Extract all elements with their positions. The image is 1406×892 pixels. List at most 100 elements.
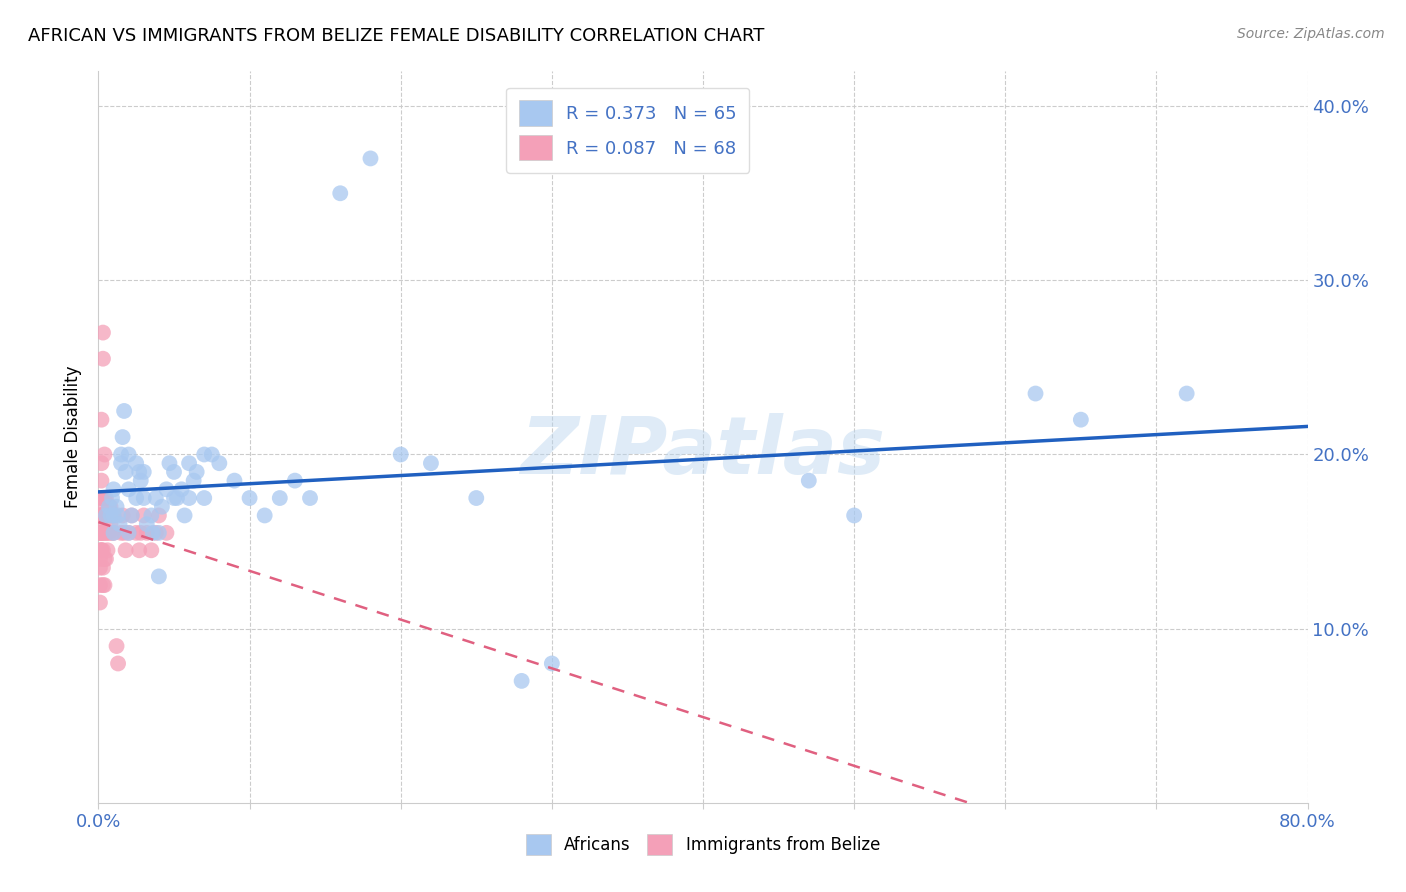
Point [96,508,118,523]
Text: Source: ZipAtlas.com: Source: ZipAtlas.com [1237,27,1385,41]
Point [93,578,115,592]
Point [98,500,121,514]
Point [118,448,141,462]
Point [90,474,112,488]
Point [110,525,132,540]
Point [90,543,112,558]
Point [91,560,114,574]
Point [94,508,117,523]
Point [101,508,124,523]
Point [91,508,114,523]
Point [155,525,177,540]
Point [135,517,157,532]
Point [224,474,246,488]
Point [118,525,141,540]
Point [135,525,157,540]
Point [91,326,114,340]
Point [89,560,111,574]
Point [91,525,114,540]
Point [103,525,125,540]
Point [155,483,177,497]
Legend: Africans, Immigrants from Belize: Africans, Immigrants from Belize [519,828,887,862]
Point [118,525,141,540]
Point [89,543,111,558]
Point [111,508,134,523]
Point [145,525,167,540]
Point [91,578,114,592]
Point [105,500,128,514]
Point [89,595,111,609]
Point [103,508,125,523]
Point [89,500,111,514]
Point [96,525,118,540]
Point [107,657,129,671]
Point [329,186,352,201]
Point [163,491,186,505]
Point [93,491,115,505]
Point [103,525,125,540]
Point [141,543,163,558]
Point [179,491,201,505]
Point [96,543,118,558]
Point [89,508,111,523]
Point [107,508,129,523]
Point [114,543,136,558]
Point [93,525,115,540]
Point [90,456,112,470]
Point [141,508,163,523]
Point [173,508,195,523]
Point [94,491,117,505]
Point [239,491,262,505]
Point [110,456,132,470]
Point [510,673,533,688]
Point [118,483,141,497]
Point [193,448,215,462]
Point [111,430,134,444]
Point [150,500,173,514]
Point [89,552,111,566]
Point [129,474,152,488]
Point [105,639,128,653]
Point [110,448,132,462]
Point [1175,386,1198,401]
Point [89,525,111,540]
Point [103,508,125,523]
Point [101,491,124,505]
Point [94,525,117,540]
Point [148,525,170,540]
Point [159,456,181,470]
Point [465,491,488,505]
Point [112,404,135,418]
Point [389,448,412,462]
Point [179,456,201,470]
Point [183,474,205,488]
Point [148,569,170,583]
Point [89,525,111,540]
Point [299,491,322,505]
Point [142,525,165,540]
Point [253,508,276,523]
Point [128,543,150,558]
Point [540,657,562,671]
Point [90,525,112,540]
Point [125,456,148,470]
Point [844,508,866,523]
Point [89,508,111,523]
Point [89,578,111,592]
Point [129,525,152,540]
Point [103,483,125,497]
Point [121,508,143,523]
Point [98,500,121,514]
Point [90,508,112,523]
Legend: R = 0.373   N = 65, R = 0.087   N = 68: R = 0.373 N = 65, R = 0.087 N = 68 [506,87,749,173]
Point [93,552,115,566]
Point [98,508,121,523]
Point [90,491,112,505]
Point [93,508,115,523]
Point [132,491,155,505]
Point [797,474,820,488]
Point [163,465,186,479]
Point [91,351,114,366]
Point [208,456,231,470]
Text: ZIPatlas: ZIPatlas [520,413,886,491]
